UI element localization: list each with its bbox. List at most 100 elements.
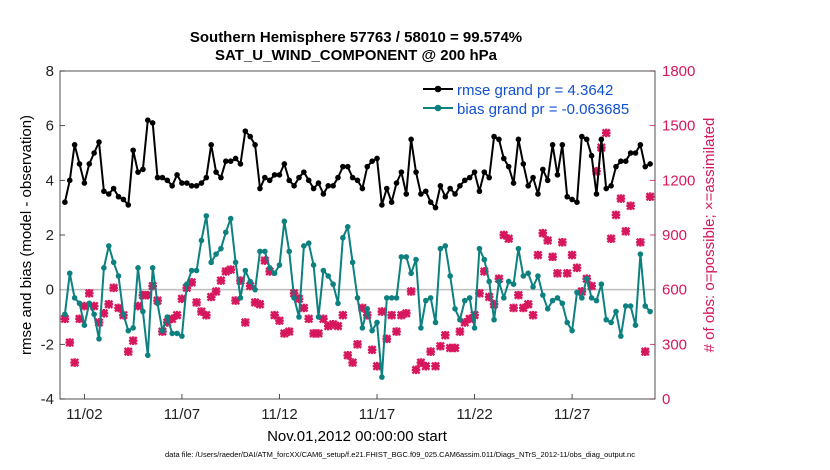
obs-point (275, 316, 284, 326)
obs-point (567, 250, 577, 260)
series-point (418, 325, 424, 331)
series-point (461, 297, 468, 304)
obs-point (138, 290, 148, 300)
x-tick-label: 11/17 (359, 406, 395, 423)
obs-point (362, 310, 372, 320)
series-point (305, 177, 312, 184)
obs-point (75, 314, 84, 324)
series-point (96, 139, 102, 145)
series-point (408, 270, 414, 277)
series-point (62, 311, 68, 318)
obs-point (387, 310, 397, 320)
obs-point (284, 327, 294, 337)
series-point (159, 327, 166, 334)
obs-point (250, 297, 260, 307)
series-point (437, 245, 444, 252)
series-point (637, 251, 644, 257)
series-point (276, 172, 283, 178)
obs-point (489, 299, 499, 309)
series-point (257, 185, 263, 192)
series-point (359, 325, 366, 331)
series-point (588, 295, 595, 301)
y-tick-label: 6 (46, 118, 54, 135)
obs-point (421, 361, 431, 371)
series-point (140, 308, 146, 315)
series-point (140, 166, 146, 173)
obs-point (128, 336, 138, 346)
y2-tick-label: 600 (662, 282, 687, 299)
series-point (144, 352, 151, 359)
obs-point (245, 281, 255, 291)
obs-point (65, 338, 75, 347)
series-point (530, 284, 536, 290)
series-point (593, 191, 600, 197)
series-point (422, 188, 429, 195)
series-point (486, 174, 492, 181)
series-point (374, 319, 380, 326)
bias-series (62, 213, 653, 380)
obs-point (616, 194, 626, 204)
series-point (257, 248, 263, 255)
legend-box (420, 76, 650, 122)
series-point (286, 248, 293, 255)
series-point (447, 185, 453, 192)
series-point (569, 196, 575, 203)
obs-point (401, 308, 411, 318)
series-point (510, 281, 517, 288)
series-point (144, 117, 151, 123)
obs-point (445, 343, 455, 353)
series-point (510, 180, 517, 186)
series-point (159, 174, 166, 181)
series-point (154, 174, 161, 181)
series-point (232, 259, 239, 266)
series-point (110, 259, 117, 266)
obs-point (343, 350, 353, 360)
obs-point (270, 310, 280, 320)
series-point (130, 147, 136, 154)
series-point (476, 188, 483, 195)
obs-point (240, 318, 250, 327)
series-point (388, 199, 395, 205)
series-point (179, 333, 185, 339)
obs-point (104, 299, 114, 309)
obs-point (353, 339, 362, 349)
obs-point (201, 310, 211, 320)
series-point (457, 316, 463, 323)
series-point (588, 152, 595, 159)
series-point (115, 193, 122, 200)
series-point (383, 185, 390, 192)
series-point (618, 158, 624, 164)
x-tick-label: 11/27 (554, 406, 590, 423)
obs-point (626, 201, 636, 211)
series-point (184, 281, 190, 288)
series-point (81, 322, 88, 329)
series-point (213, 251, 219, 257)
series-point (125, 327, 132, 334)
series-point (540, 292, 546, 298)
obs-count-series (60, 128, 655, 375)
series-point (154, 300, 161, 307)
series-point (403, 191, 410, 197)
series-point (320, 267, 327, 274)
series-point (218, 174, 224, 181)
series-point (130, 325, 136, 331)
series-point (227, 158, 234, 164)
series-point (325, 183, 332, 189)
series-point (574, 289, 580, 296)
obs-point (372, 361, 382, 371)
series-point (86, 300, 93, 307)
series-point (505, 278, 512, 285)
series-point (203, 174, 210, 181)
series-point (76, 161, 83, 167)
obs-point (216, 276, 226, 286)
series-point (574, 199, 580, 205)
obs-point (196, 307, 206, 316)
series-point (247, 278, 254, 285)
series-point (598, 281, 605, 288)
series-point (583, 275, 590, 282)
series-point (379, 202, 385, 208)
y2-tick-label: 900 (662, 227, 687, 244)
series-point (569, 327, 575, 334)
series-point (344, 224, 351, 230)
y2-tick-label: 1800 (662, 63, 695, 80)
